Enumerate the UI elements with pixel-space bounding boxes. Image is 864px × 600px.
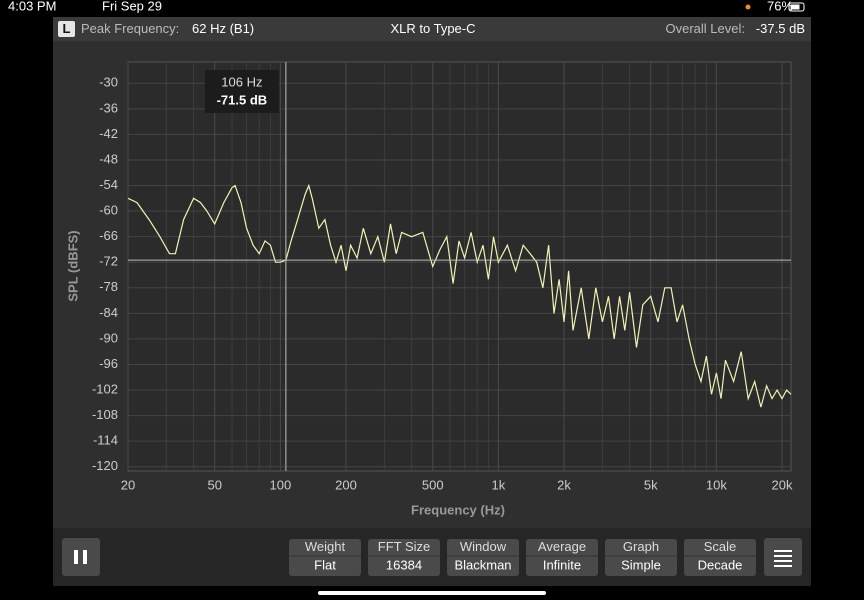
control-label: Graph: [623, 539, 659, 554]
y-axis-label: SPL (dBFS): [65, 230, 80, 301]
plot-area: [127, 61, 792, 472]
pause-button[interactable]: [62, 538, 100, 576]
y-tick-label: -30: [99, 75, 118, 90]
x-tick-label: 20k: [771, 477, 792, 492]
plot: -30 -36 -42 -48 -54 -60 -66 -72 -78 -84 -90 -96 -102…: [92, 62, 793, 492]
x-tick-label: 10k: [706, 477, 727, 492]
x-tick-label: 2k: [557, 477, 571, 492]
x-tick-label: 200: [335, 477, 357, 492]
x-tick-label: 20: [121, 477, 135, 492]
control-button[interactable]: [684, 539, 756, 576]
status-time: 4:03 PM: [8, 0, 56, 13]
control-label: Window: [460, 539, 507, 554]
peak-label: Peak Frequency:: [81, 21, 179, 36]
control-label: Average: [538, 539, 586, 554]
x-tick-label: 1k: [491, 477, 505, 492]
menu-icon: [774, 555, 792, 557]
y-tick-label: -72: [99, 254, 118, 269]
channel-badge[interactable]: [58, 21, 75, 37]
control-button[interactable]: [368, 539, 440, 576]
cursor-box: [204, 70, 279, 113]
control-value: Flat: [314, 557, 336, 572]
home-indicator: [318, 591, 546, 595]
y-tick-label: -102: [92, 381, 118, 396]
level-value: -37.5 dB: [756, 21, 805, 36]
header-bar: [53, 17, 811, 41]
menu-icon: [774, 560, 792, 562]
x-tick-label: 50: [208, 477, 222, 492]
y-tick-label: -108: [92, 407, 118, 422]
y-tick-label: -42: [99, 126, 118, 141]
menu-icon: [774, 565, 792, 567]
battery-fill: [790, 4, 800, 10]
cursor-y-label: -71.5 dB: [217, 92, 268, 107]
x-tick-label: 500: [422, 477, 444, 492]
control-button[interactable]: [526, 539, 598, 576]
x-tick-label: 100: [270, 477, 292, 492]
title: XLR to Type-C: [390, 21, 475, 36]
spectrum-line: [127, 183, 792, 408]
control-label: Scale: [704, 539, 737, 554]
y-tick-label: -66: [99, 228, 118, 243]
pause-icon: [74, 550, 78, 564]
y-tick-label: -78: [99, 279, 118, 294]
control-label: FFT Size: [378, 539, 431, 554]
level-label: Overall Level:: [666, 21, 745, 36]
control-value: 16384: [386, 557, 422, 572]
cursor-x-label: 106 Hz: [221, 74, 262, 89]
y-tick-label: -54: [99, 177, 118, 192]
x-tick-label: 5k: [644, 477, 658, 492]
control-button[interactable]: [605, 539, 677, 576]
y-tick-label: -36: [99, 100, 118, 115]
y-tick-label: -90: [99, 330, 118, 345]
y-tick-label: -48: [99, 151, 118, 166]
y-tick-label: -60: [99, 203, 118, 218]
control-value: Infinite: [543, 557, 581, 572]
menu-icon: [774, 550, 792, 552]
y-tick-label: -114: [93, 433, 118, 448]
channel: L: [63, 21, 71, 36]
control-value: Decade: [698, 557, 743, 572]
status-battery: 76%: [767, 0, 793, 13]
battery-icon: [788, 2, 805, 12]
mic-indicator: [745, 4, 751, 10]
x-axis-label: Frequency (Hz): [411, 502, 505, 517]
control-value: Simple: [621, 557, 661, 572]
y-tick-label: -84: [99, 305, 118, 320]
control-label: Weight: [305, 539, 346, 554]
y-tick-label: -96: [99, 356, 118, 371]
peak-value: 62 Hz (B1): [192, 21, 254, 36]
y-tick-label: -120: [92, 458, 118, 473]
pause-icon: [83, 550, 87, 564]
status-date: Fri Sep 29: [102, 0, 162, 13]
control-button[interactable]: [289, 539, 361, 576]
controls: Weight Flat FFT Size 16384 Window Blackman Ave…: [289, 539, 756, 576]
control-value: Blackman: [454, 557, 511, 572]
control-button[interactable]: [447, 539, 519, 576]
